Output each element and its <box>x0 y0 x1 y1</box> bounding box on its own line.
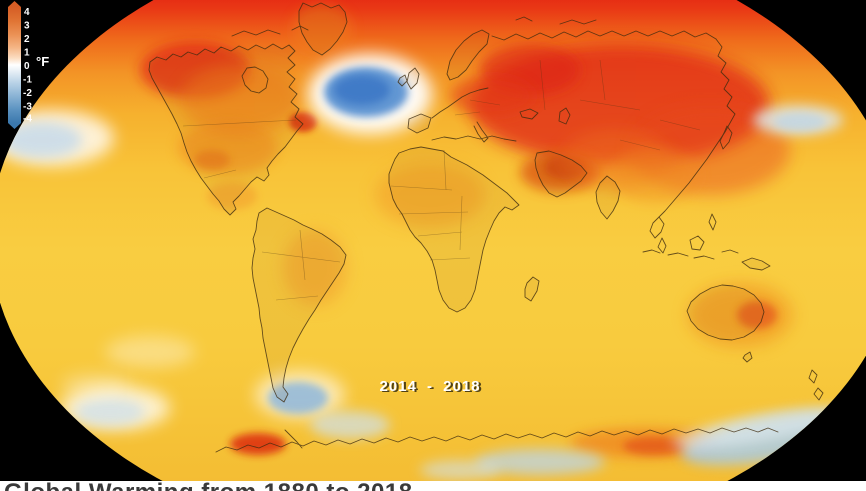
black-sea-coast <box>519 108 539 120</box>
coastlines <box>148 2 824 453</box>
asia-arctic-coast <box>491 30 717 41</box>
colorbar-tick-n2: -2 <box>23 88 32 99</box>
arabia-coast <box>534 150 588 198</box>
country-borders <box>182 59 701 301</box>
italy-coast <box>473 121 489 143</box>
indochina-coast <box>649 216 667 254</box>
colorbar-tick-n4: -4 <box>23 114 32 125</box>
greenland-coast <box>298 2 348 56</box>
south-america-coast <box>251 207 347 403</box>
antarctica-coast <box>215 427 779 453</box>
period-label-text: 2014 - 2018 <box>379 378 480 395</box>
tasmania-coast <box>742 351 753 363</box>
caspian-sea-coast <box>558 107 571 125</box>
philippines-coast <box>708 213 717 231</box>
warm-anomaly-blobs <box>140 5 792 458</box>
antarctic-peninsula-coast <box>284 429 303 449</box>
indonesia-coast <box>642 235 739 260</box>
colorbar-tick-n1: -1 <box>23 75 32 86</box>
hudson-bay-coast <box>241 66 269 94</box>
japan-coast <box>719 125 733 150</box>
colorbar-gradient <box>8 7 21 123</box>
caption-bar: Global Warming from 1880 to 2018 <box>0 481 866 491</box>
india-coast <box>595 175 621 220</box>
period-label: 2014 - 2018 2014 - 2018 <box>379 378 483 396</box>
colorbar-tick-2: 2 <box>24 34 30 45</box>
asia-east-coast <box>658 38 736 218</box>
arctic-islands-coast <box>231 16 597 37</box>
scandinavia-coast <box>446 29 490 81</box>
britain-coast <box>406 67 420 90</box>
madagascar-coast <box>524 276 540 302</box>
colorbar-tick-4: 4 <box>24 7 30 18</box>
colorbar-tick-0: 0 <box>24 61 30 72</box>
caption-title: Global Warming from 1880 to 2018 <box>4 481 413 491</box>
europe-coast <box>431 87 489 119</box>
colorbar-tick-n3: -3 <box>23 102 32 113</box>
ireland-coast <box>397 74 408 87</box>
north-america-coast <box>148 43 304 216</box>
colorbar-tick-1: 1 <box>24 48 30 59</box>
colorbar: 4 3 2 1 0 -1 -2 -3 -4 °F <box>8 1 49 129</box>
colorbar-bottom-arrow <box>8 123 21 129</box>
iberia-coast <box>407 113 432 134</box>
period-label-shadow: 2014 - 2018 <box>382 379 483 396</box>
new-guinea-coast <box>741 257 771 271</box>
colorbar-top-arrow <box>8 1 21 7</box>
new-zealand-coast <box>808 369 824 401</box>
australia-coast <box>686 284 765 341</box>
colorbar-tick-3: 3 <box>24 21 30 32</box>
mediterranean-coast <box>431 135 517 142</box>
colorbar-unit-label: °F <box>36 54 49 69</box>
africa-coast <box>388 146 520 313</box>
